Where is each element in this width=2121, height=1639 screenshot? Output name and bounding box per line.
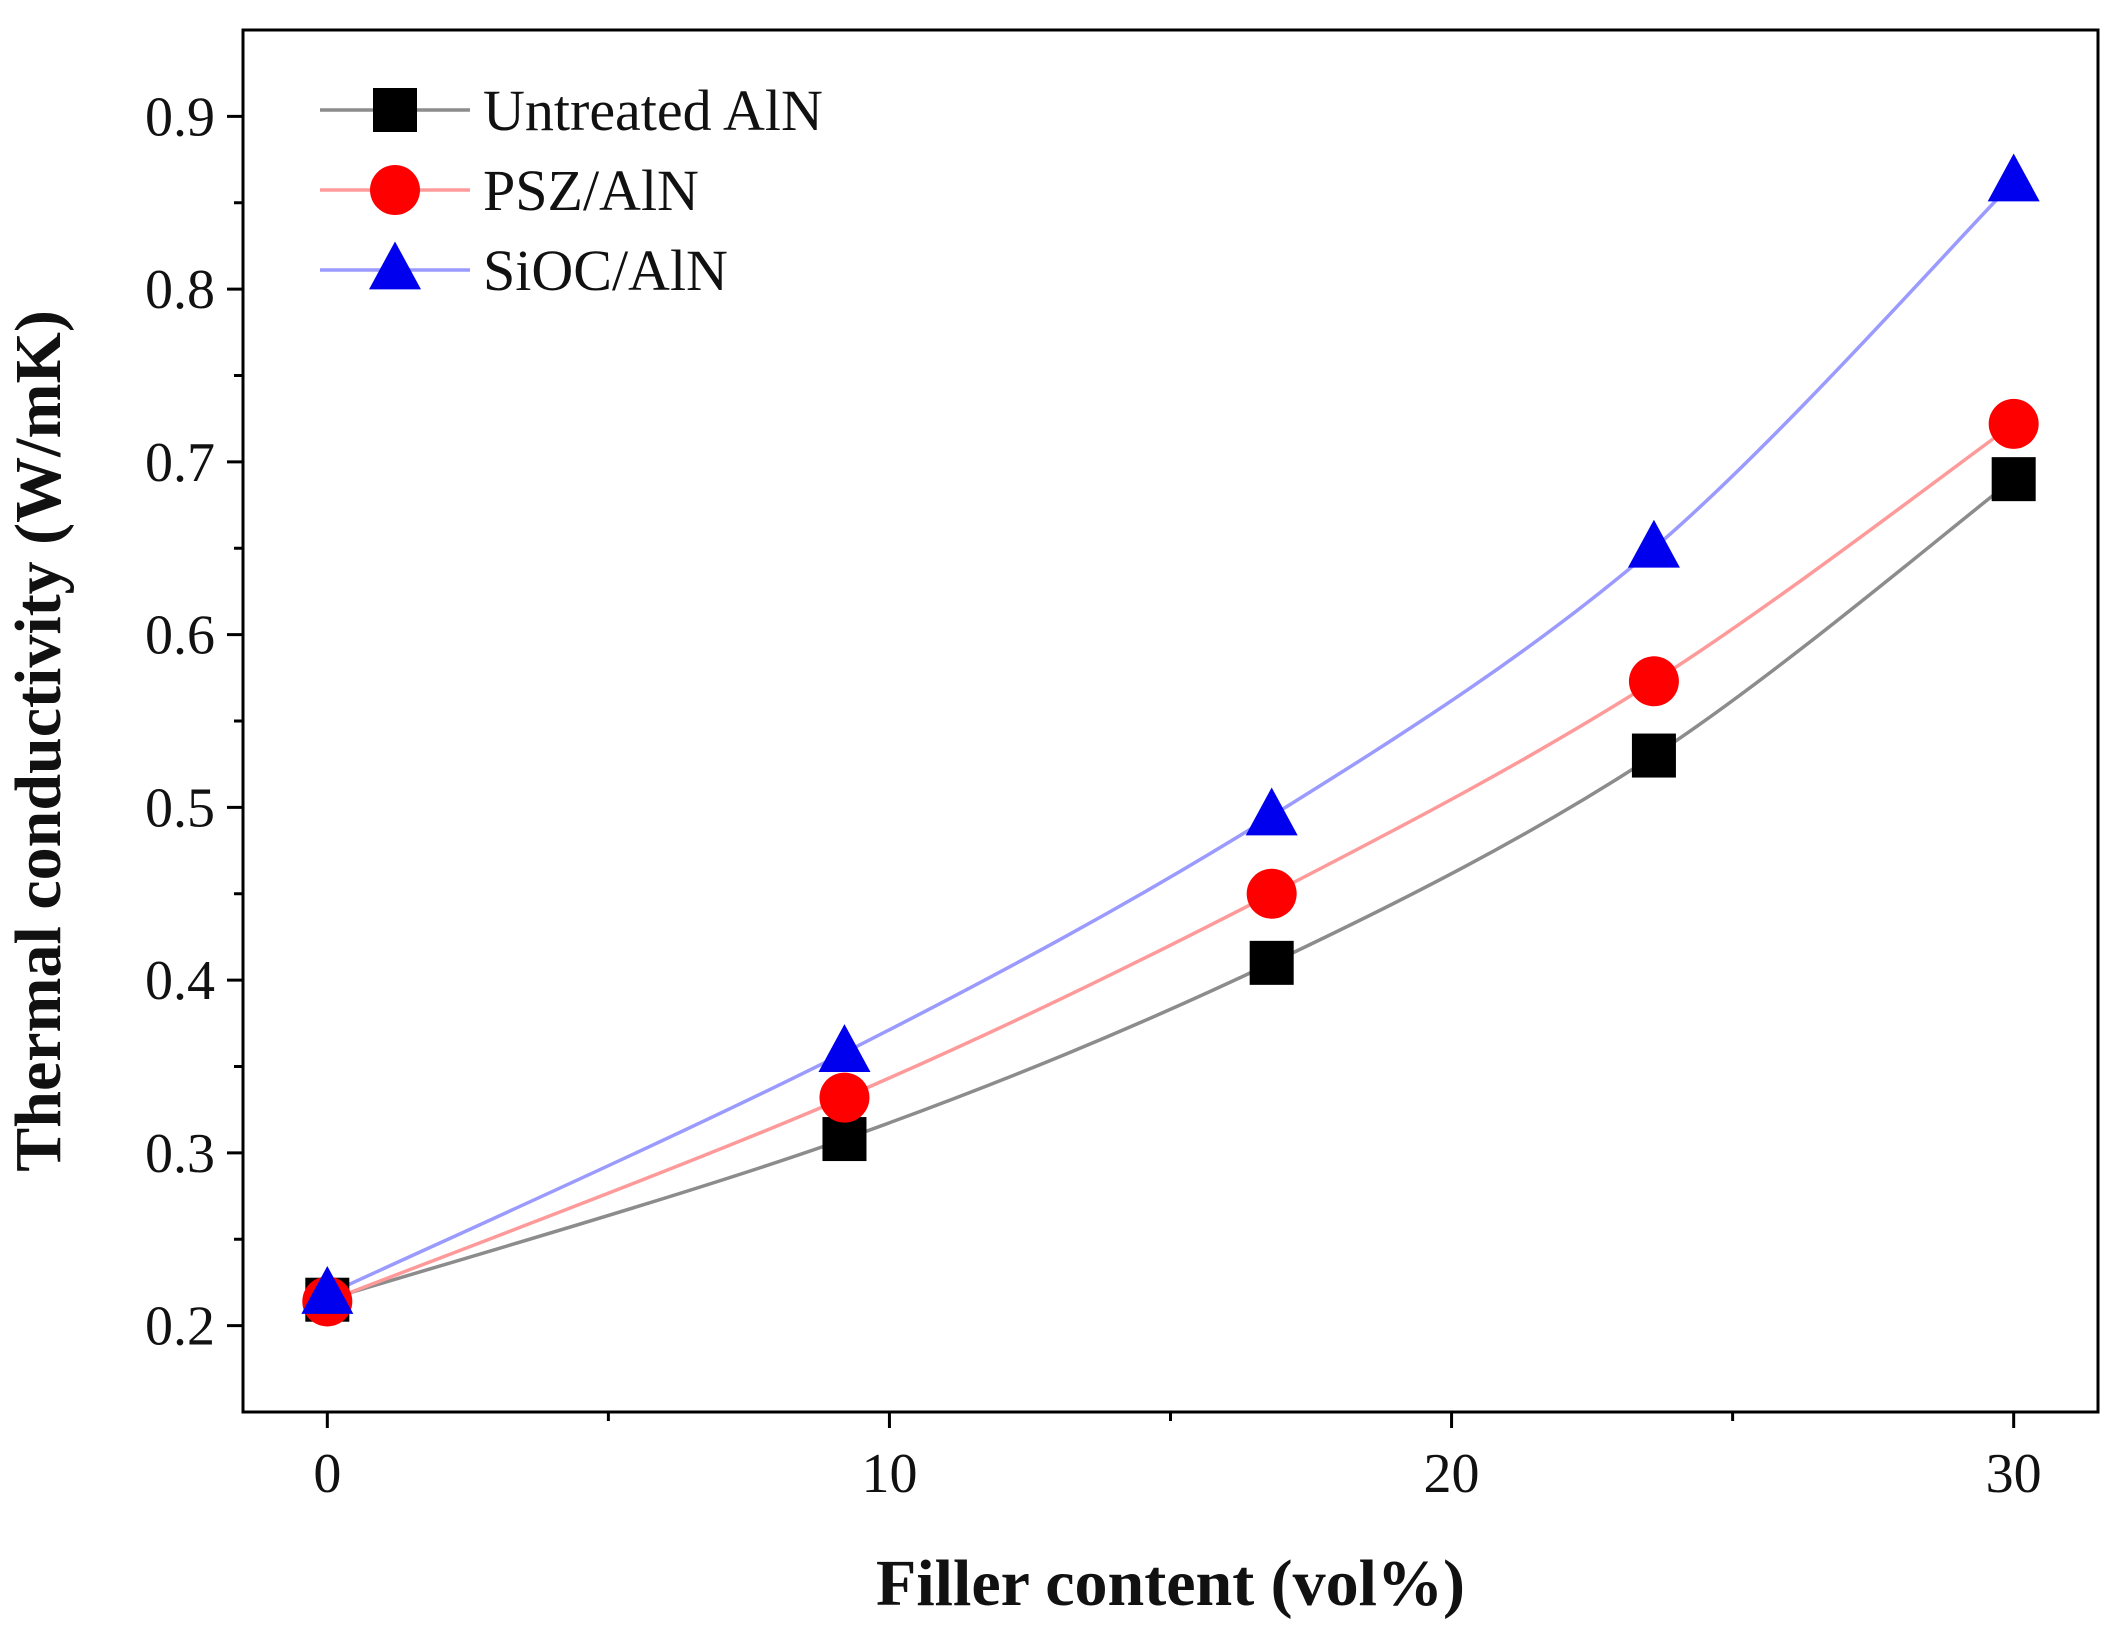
series-lines	[326, 180, 2015, 1304]
series-markers	[301, 153, 2040, 1327]
series-line-psz-aln	[326, 422, 2015, 1304]
data-point-psz-aln	[1988, 398, 2039, 449]
data-point-psz-aln	[1628, 656, 1679, 707]
y-tick-label: 0.3	[145, 1123, 215, 1185]
y-tick-label: 0.7	[145, 432, 215, 494]
x-tick-label: 0	[313, 1443, 341, 1505]
data-point-sioc-aln	[1987, 153, 2040, 202]
data-point-sioc-aln	[301, 1266, 354, 1314]
y-axis-title: Thermal conductivity (W/mK)	[2, 310, 75, 1172]
legend-label: PSZ/AlN	[483, 158, 699, 223]
legend-marker	[373, 88, 417, 132]
axes: 0 10 20 30 0.2 0.3 0.4 0.5 0.6 0.7 0.8 0.9	[145, 28, 2100, 1505]
x-tick-label: 10	[861, 1443, 917, 1505]
data-point-sioc-aln	[1245, 787, 1298, 836]
data-point-psz-aln	[1246, 868, 1297, 919]
data-point-untreated-aln	[1631, 733, 1676, 778]
y-tick-label: 0.8	[145, 259, 215, 321]
legend-label: Untreated AlN	[483, 78, 823, 143]
data-point-sioc-aln	[1627, 519, 1680, 568]
y-tick-label: 0.2	[145, 1296, 215, 1358]
data-point-sioc-aln	[818, 1024, 871, 1072]
data-point-untreated-aln	[822, 1117, 867, 1162]
legend-marker	[369, 241, 421, 290]
legend-marker	[370, 165, 420, 215]
x-axis-title: Filler content (vol%)	[876, 1547, 1465, 1620]
data-point-psz-aln	[819, 1072, 870, 1123]
series-line-sioc-aln	[326, 180, 2015, 1297]
x-tick-label: 30	[1986, 1443, 2042, 1505]
y-tick-label: 0.6	[145, 605, 215, 667]
data-point-untreated-aln	[1249, 940, 1294, 985]
data-point-untreated-aln	[1991, 457, 2036, 502]
legend: Untreated AlN PSZ/AlN SiOC/AlN	[320, 78, 823, 303]
y-tick-label: 0.4	[145, 950, 215, 1012]
y-tick-label: 0.5	[145, 777, 215, 839]
x-tick-label: 20	[1424, 1443, 1480, 1505]
y-tick-label: 0.9	[145, 86, 215, 148]
legend-label: SiOC/AlN	[483, 238, 728, 303]
